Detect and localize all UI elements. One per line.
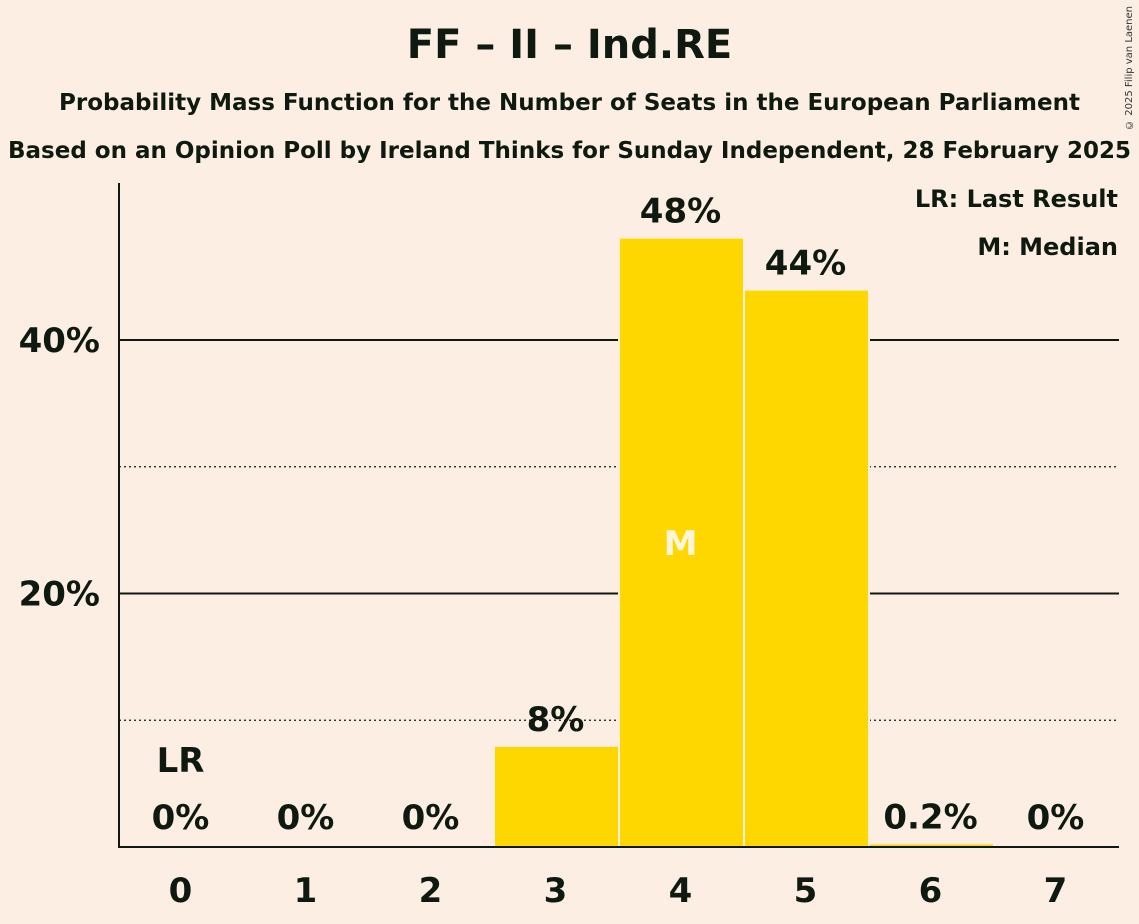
x-tick-label: 1 xyxy=(294,871,318,911)
y-tick-label: 20% xyxy=(19,575,100,615)
chart-subtitle: Probability Mass Function for the Number… xyxy=(59,90,1080,116)
bar-value-label: 44% xyxy=(765,244,846,284)
bar-value-label: 8% xyxy=(527,700,585,740)
bar-value-label: 0% xyxy=(277,798,335,838)
x-tick-label: 6 xyxy=(919,871,943,911)
x-tick-label: 4 xyxy=(669,871,693,911)
median-label: M xyxy=(664,524,698,564)
bar-value-label: 0% xyxy=(402,798,460,838)
legend-last-result: LR: Last Result xyxy=(914,185,1118,213)
x-tick-label: 2 xyxy=(419,871,443,911)
x-tick-label: 3 xyxy=(544,871,568,911)
y-tick-label: 40% xyxy=(19,321,100,361)
bar-value-label: 48% xyxy=(640,192,721,232)
last-result-label: LR xyxy=(157,741,205,781)
chart-title: FF – II – Ind.RE xyxy=(406,22,733,68)
x-tick-label: 0 xyxy=(169,871,193,911)
x-tick-label: 7 xyxy=(1044,871,1068,911)
bar xyxy=(745,290,868,847)
bar-value-label: 0.2% xyxy=(883,797,977,837)
bar-value-label: 0% xyxy=(1027,798,1085,838)
chart-source-line: Based on an Opinion Poll by Ireland Thin… xyxy=(7,138,1131,164)
legend-median: M: Median xyxy=(977,233,1118,261)
bar xyxy=(495,746,618,847)
x-tick-label: 5 xyxy=(794,871,818,911)
bar xyxy=(870,844,993,847)
bar-value-label: 0% xyxy=(152,798,210,838)
bar xyxy=(620,238,743,848)
